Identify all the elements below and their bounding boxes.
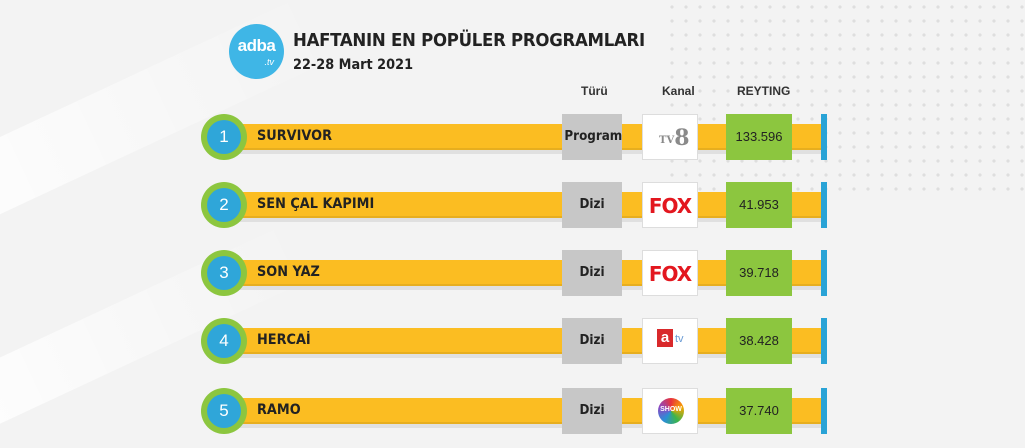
program-type: Dizi	[562, 182, 622, 228]
fox-logo-icon: FOX	[648, 194, 692, 218]
ranking-row: 4 HERCAİ Dizi a tv 38.428	[201, 318, 827, 364]
atv-logo-icon: a tv	[657, 329, 684, 347]
program-type: Dizi	[562, 388, 622, 434]
program-name: SEN ÇAL KAPIMI	[257, 196, 375, 212]
rating-value: 41.953	[739, 197, 779, 212]
column-header-channel: Kanal	[662, 84, 695, 98]
channel-logo: FOX	[642, 182, 698, 228]
program-name: SON YAZ	[257, 264, 320, 280]
row-bar	[221, 398, 821, 424]
rating-box: 133.596	[726, 114, 792, 160]
row-endcap	[821, 114, 827, 160]
row-endcap	[821, 318, 827, 364]
rating-value: 133.596	[735, 129, 783, 144]
rating-value: 37.740	[739, 403, 779, 418]
column-header-rating: REYTING	[737, 84, 791, 98]
rank-number: 2	[207, 188, 241, 222]
rank-number: 3	[207, 256, 241, 290]
row-bar	[221, 192, 821, 218]
channel-logo: a tv	[642, 318, 698, 364]
ranking-row: 2 SEN ÇAL KAPIMI Dizi FOX 41.953	[201, 182, 827, 228]
logo-sub: .tv	[264, 57, 274, 67]
rating-box: 41.953	[726, 182, 792, 228]
logo-text: adba	[237, 36, 276, 55]
program-name: RAMO	[257, 402, 301, 418]
rank-number: 5	[207, 394, 241, 428]
show-logo-icon: SHOW	[658, 398, 684, 424]
rating-box: 39.718	[726, 250, 792, 296]
fox-logo-icon: FOX	[648, 262, 692, 286]
row-endcap	[821, 388, 827, 434]
rank-number: 1	[207, 120, 241, 154]
rank-number: 4	[207, 324, 241, 358]
rank-badge: 1	[201, 114, 247, 160]
rating-value: 38.428	[739, 333, 779, 348]
row-bar	[221, 328, 821, 354]
row-bar-shadow	[221, 284, 821, 290]
ranking-row: 3 SON YAZ Dizi FOX 39.718	[201, 250, 827, 296]
rating-box: 37.740	[726, 388, 792, 434]
rank-badge: 5	[201, 388, 247, 434]
program-type-label: Dizi	[579, 265, 605, 280]
background-dots	[665, 0, 1025, 200]
date-range: 22-28 Mart 2021	[293, 57, 414, 73]
ranking-row: 5 RAMO Dizi SHOW 37.740	[201, 388, 827, 434]
row-bar-shadow	[221, 422, 821, 428]
row-bar-shadow	[221, 148, 821, 154]
program-type: Program	[562, 114, 622, 160]
tv8-logo-icon: TV8	[659, 125, 690, 151]
row-bar-shadow	[221, 352, 821, 358]
program-type: Dizi	[562, 318, 622, 364]
program-type-label: Dizi	[579, 333, 605, 348]
rating-box: 38.428	[726, 318, 792, 364]
row-bar	[221, 260, 821, 286]
rank-badge: 4	[201, 318, 247, 364]
row-endcap	[821, 182, 827, 228]
adba-logo: adba .tv	[229, 24, 284, 79]
row-bar-shadow	[221, 216, 821, 222]
column-header-type: Türü	[581, 84, 608, 98]
channel-logo: FOX	[642, 250, 698, 296]
program-type-label: Dizi	[579, 403, 605, 418]
ranking-row: 1 SURVIVOR Program TV8 133.596	[201, 114, 827, 160]
rank-badge: 2	[201, 182, 247, 228]
program-type-label: Dizi	[579, 197, 605, 212]
program-name: HERCAİ	[257, 332, 311, 348]
channel-logo: TV8	[642, 114, 698, 160]
row-bar	[221, 124, 821, 150]
program-type-label: Program	[564, 129, 623, 144]
rank-badge: 3	[201, 250, 247, 296]
program-name: SURVIVOR	[257, 128, 333, 144]
program-type: Dizi	[562, 250, 622, 296]
row-endcap	[821, 250, 827, 296]
page-title: HAFTANIN EN POPÜLER PROGRAMLARI	[293, 30, 645, 51]
channel-logo: SHOW	[642, 388, 698, 434]
rating-value: 39.718	[739, 265, 779, 280]
